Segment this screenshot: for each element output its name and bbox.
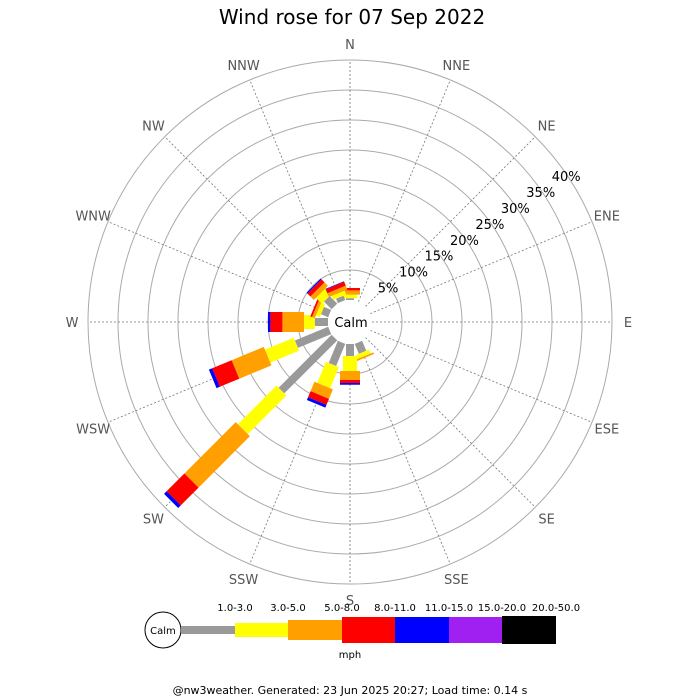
bar-nw-bin-1	[315, 287, 332, 304]
percent-labels: 5%10%15%20%25%30%35%40%	[378, 170, 581, 296]
percent-label: 15%	[425, 250, 454, 265]
bar-sw-bin-2	[184, 422, 250, 488]
chart-title: Wind rose for 07 Sep 2022	[219, 5, 485, 29]
legend-swatch-3	[342, 617, 395, 643]
bar-ssw-bin-0	[328, 340, 346, 367]
direction-label-se: SE	[538, 513, 554, 528]
legend-label-5: 15.0-20.0	[478, 603, 526, 614]
bar-nw-bin-0	[323, 295, 338, 310]
legend-unit: mph	[339, 650, 361, 661]
legend-swatch-0	[181, 626, 235, 634]
spoke-nnw	[249, 79, 342, 302]
bar-wsw-bin-3	[212, 360, 240, 387]
direction-label-w: W	[66, 316, 79, 331]
legend-swatch-4	[395, 617, 449, 643]
direction-labels: N NNE NE ENE E ESE SE SSE S SSW SW WSW W WNW NW NNW	[66, 38, 633, 609]
spoke-ene	[370, 221, 593, 314]
bar-nnw-bin-3	[325, 281, 346, 294]
legend-swatch-6	[502, 616, 556, 644]
legend-label-4: 11.0-15.0	[425, 603, 473, 614]
bar-ssw-bin-2	[310, 381, 333, 399]
bar-nw-bin-4	[306, 278, 322, 294]
spoke-se	[365, 337, 536, 508]
calm-circle	[328, 300, 372, 344]
bar-wnw-bin-3	[310, 297, 320, 318]
bar-ssw-bin-3	[308, 391, 330, 405]
footer-text: @nw3weather. Generated: 23 Jun 2025 20:2…	[173, 684, 528, 697]
direction-label-ene: ENE	[594, 210, 620, 225]
direction-label-ne: NE	[538, 119, 556, 134]
legend-label-6: 20.0-50.0	[532, 603, 580, 614]
bar-wnw-bin-2	[311, 298, 323, 319]
legend-label-2: 5.0-8.0	[324, 603, 359, 614]
bar-sw-bin-0	[278, 334, 338, 394]
bar-sw-bin-3	[166, 473, 199, 506]
bar-wsw-bin-0	[294, 326, 332, 348]
bar-sw-bin-1	[237, 385, 287, 435]
spoke-ne	[365, 136, 536, 307]
bar-nnw-bin-2	[327, 285, 348, 298]
direction-label-nw: NW	[142, 119, 165, 134]
bar-wnw-bin-0	[320, 306, 332, 318]
direction-label-ssw: SSW	[229, 573, 259, 588]
spoke-ese	[370, 330, 593, 423]
bar-nw-bin-3	[307, 279, 325, 297]
spoke-nne	[358, 79, 451, 302]
percent-label: 5%	[378, 281, 399, 296]
direction-label-nnw: NNW	[227, 59, 259, 74]
bar-sse-bin-1	[356, 349, 371, 359]
bar-nnw-bin-0	[336, 295, 346, 304]
legend-swatch-1	[235, 623, 288, 637]
percent-label: 35%	[526, 186, 555, 201]
percent-label: 20%	[450, 234, 479, 249]
bar-wnw-bin-1	[315, 302, 326, 318]
direction-label-sw: SW	[143, 513, 164, 528]
bar-nnw-bin-1	[331, 290, 347, 300]
direction-label-n: N	[345, 38, 355, 53]
percent-label: 40%	[552, 170, 581, 185]
spoke-nw	[164, 136, 335, 307]
direction-label-nne: NNE	[443, 59, 471, 74]
direction-label-e: E	[624, 316, 632, 331]
legend-swatch-5	[449, 617, 502, 643]
direction-label-ese: ESE	[594, 422, 619, 437]
wind-bars	[164, 278, 375, 508]
legend-label-3: 8.0-11.0	[374, 603, 416, 614]
legend-calm-label: Calm	[150, 626, 176, 637]
spoke-sse	[358, 342, 451, 565]
bar-sw-bin-4	[164, 491, 181, 508]
direction-label-s: S	[346, 594, 354, 609]
bar-nw-bin-2	[310, 282, 328, 300]
percent-label: 10%	[399, 266, 428, 281]
direction-label-wsw: WSW	[76, 422, 110, 437]
spoke-wnw	[107, 221, 330, 314]
bar-sse-bin-2	[354, 352, 375, 362]
bar-ssw-bin-1	[317, 361, 339, 389]
bar-wsw-bin-1	[264, 337, 300, 363]
bar-ssw-bin-4	[306, 397, 327, 408]
grid-ring	[87, 59, 613, 585]
legend-swatch-2	[288, 620, 342, 640]
bar-wsw-bin-4	[208, 368, 220, 389]
calm-label: Calm	[334, 316, 367, 331]
legend-label-0: 1.0-3.0	[217, 603, 252, 614]
direction-label-wnw: WNW	[75, 210, 111, 225]
bar-sse-bin-0	[354, 340, 367, 354]
bar-wsw-bin-2	[231, 346, 272, 379]
speed-legend: Calm 1.0-3.0 3.0-5.0 5.0-8.0 8.0-11.0 11.0-15…	[144, 603, 580, 661]
percent-label: 25%	[475, 218, 504, 233]
direction-label-sse: SSE	[444, 573, 469, 588]
percent-label: 30%	[501, 202, 530, 217]
legend-label-1: 3.0-5.0	[270, 603, 305, 614]
